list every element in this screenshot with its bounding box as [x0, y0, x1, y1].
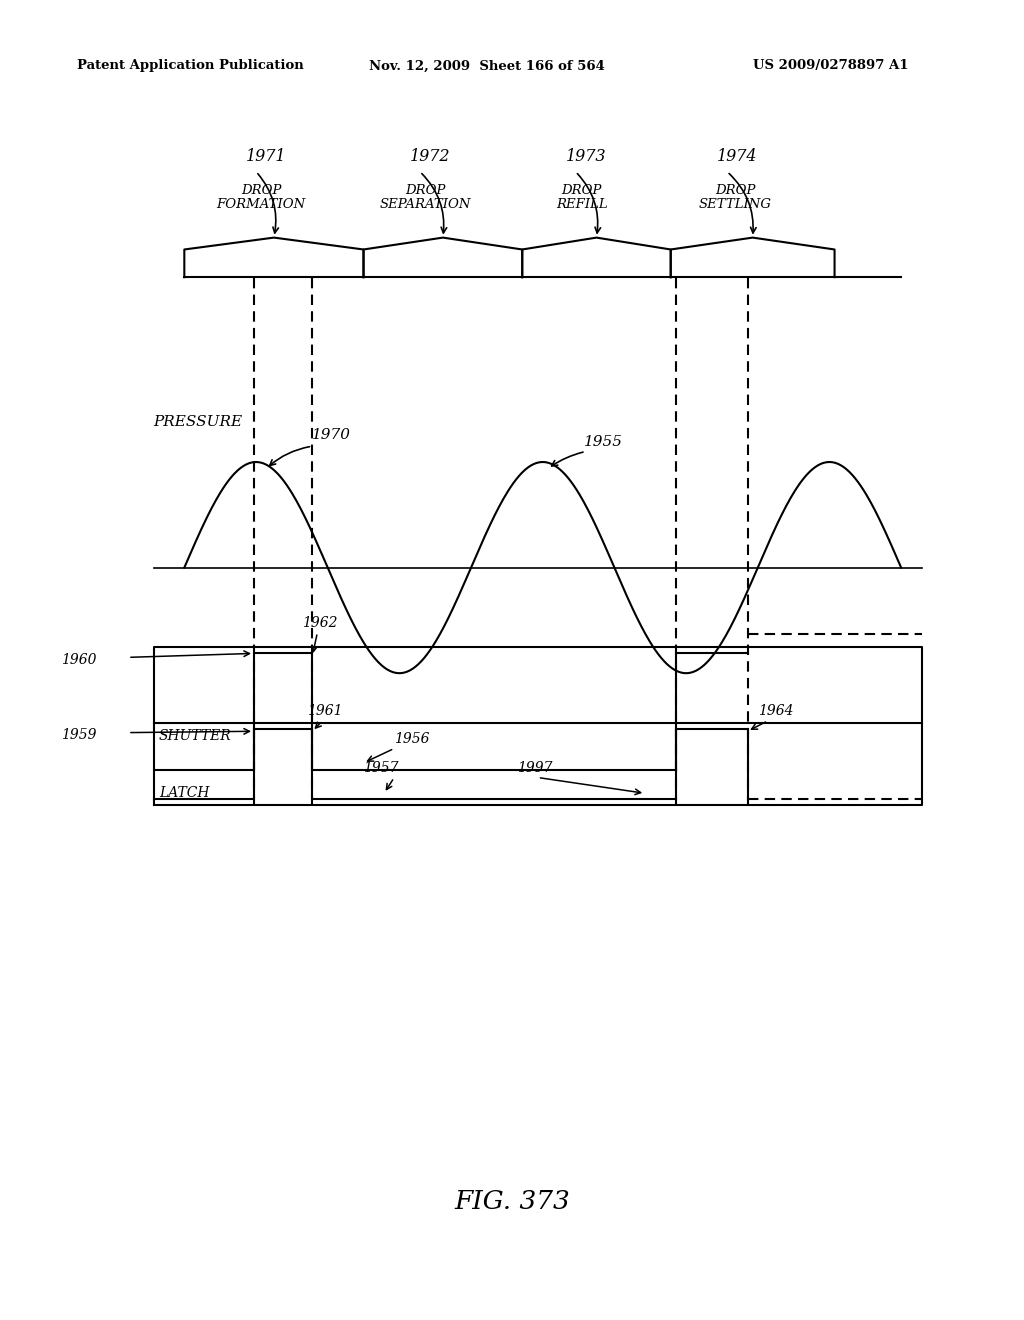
Text: 1962: 1962 — [302, 615, 338, 630]
Text: 1997: 1997 — [517, 760, 553, 775]
Text: Patent Application Publication: Patent Application Publication — [77, 59, 303, 73]
Text: DROP
FORMATION: DROP FORMATION — [216, 185, 306, 211]
Text: PRESSURE: PRESSURE — [154, 414, 243, 429]
Text: 1959: 1959 — [61, 729, 97, 742]
Text: FIG. 373: FIG. 373 — [454, 1189, 570, 1214]
Text: DROP
REFILL: DROP REFILL — [556, 185, 607, 211]
Text: DROP
SETTLING: DROP SETTLING — [698, 185, 772, 211]
Text: Nov. 12, 2009  Sheet 166 of 564: Nov. 12, 2009 Sheet 166 of 564 — [369, 59, 604, 73]
Text: 1974: 1974 — [717, 148, 758, 165]
Text: 1961: 1961 — [307, 704, 343, 718]
Text: 1973: 1973 — [565, 148, 606, 165]
Text: 1972: 1972 — [410, 148, 451, 165]
Text: 1956: 1956 — [394, 731, 430, 746]
Text: 1964: 1964 — [758, 704, 794, 718]
Text: SHUTTER: SHUTTER — [159, 729, 231, 743]
Text: LATCH: LATCH — [159, 785, 209, 800]
Text: 1957: 1957 — [364, 760, 399, 775]
Text: US 2009/0278897 A1: US 2009/0278897 A1 — [753, 59, 908, 73]
Text: DROP
SEPARATION: DROP SEPARATION — [379, 185, 471, 211]
Text: 1970: 1970 — [312, 428, 351, 442]
Text: 1971: 1971 — [246, 148, 287, 165]
Text: 1960: 1960 — [61, 653, 97, 667]
Text: 1955: 1955 — [584, 434, 623, 449]
